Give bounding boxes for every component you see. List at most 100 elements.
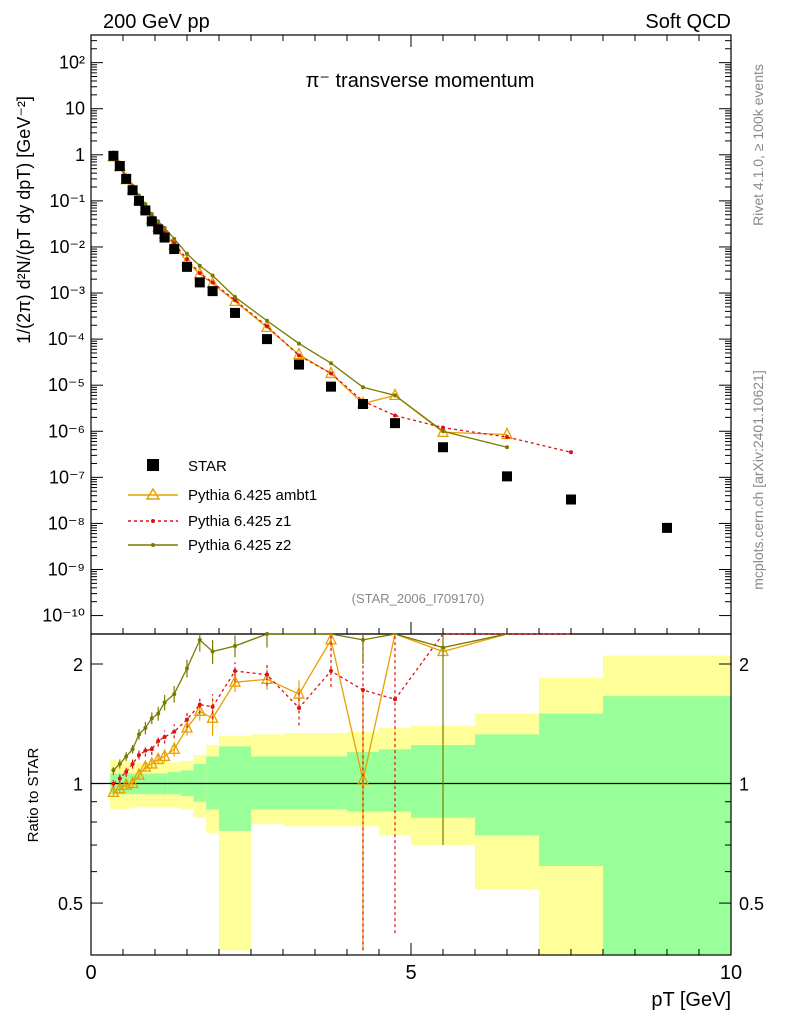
star-data-point (169, 244, 180, 255)
series-point-main (210, 280, 215, 285)
star-data-point (566, 494, 576, 505)
series-point-main (505, 435, 509, 440)
mcplots-source-label: mcplots.cern.ch [arXiv:2401.10621] (750, 370, 766, 589)
series-point-ratio (361, 637, 365, 642)
series-point-ratio (126, 776, 139, 789)
ratio-tick-label: 0.5 (58, 894, 83, 914)
series-z2-ratio (111, 632, 508, 846)
series-point-ratio (156, 738, 161, 743)
legend-marker-star (147, 459, 159, 471)
legend-label-z2: Pythia 6.425 z2 (188, 537, 291, 554)
series-layer (107, 149, 672, 951)
star-data-point (326, 381, 336, 392)
series-point-ratio (233, 644, 237, 649)
x-tick-label: 0 (85, 962, 96, 984)
star-data-point (140, 205, 151, 216)
series-point-ratio (132, 767, 146, 780)
ratio-y-axis-label: Ratio to STAR (25, 747, 42, 842)
series-point-ratio (162, 734, 167, 739)
star-data-point (438, 442, 448, 453)
series-point-ratio (180, 720, 194, 733)
y-tick-label: 10⁻⁷ (49, 467, 85, 487)
y-axis-label: 1/(2π) d²N/(pT dy dpT) [GeV⁻²] (14, 96, 34, 344)
series-line-main (112, 156, 508, 436)
star-data-point (153, 224, 164, 235)
series-point-main (297, 341, 301, 346)
series-line-main (112, 154, 508, 448)
rivet-version-label: Rivet 4.1.0, ≥ 100k events (750, 64, 766, 226)
series-point-ratio (185, 717, 189, 722)
series-z1-ratio (111, 633, 571, 951)
series-point-ratio (197, 702, 202, 707)
x-tick-label: 10 (720, 962, 742, 984)
star-data-point (108, 150, 119, 161)
series-point-main (265, 324, 269, 329)
star-data-point (662, 522, 672, 533)
series-line-ratio (112, 633, 571, 785)
series-point-ratio (193, 703, 206, 716)
series-point-ratio (158, 749, 171, 762)
star-data-point (502, 471, 512, 482)
ratio-tick-label-right: 0.5 (739, 894, 764, 914)
y-tick-label: 1 (75, 145, 85, 165)
series-point-ratio (393, 697, 397, 702)
series-point-ratio (265, 672, 269, 677)
star-data-point (134, 195, 144, 206)
y-tick-label: 10⁻⁹ (48, 559, 85, 579)
band-inner-bin (539, 713, 603, 866)
series-point-ratio (210, 704, 215, 709)
star-data-point (127, 185, 138, 196)
series-point-ratio (441, 645, 445, 650)
star-data-point (159, 232, 170, 243)
y-tick-label: 10⁻⁶ (48, 421, 85, 441)
star-data-point (390, 418, 400, 429)
y-tick-label: 10⁻¹⁰ (42, 606, 85, 626)
series-point-ratio (265, 632, 269, 636)
series-point-ratio (117, 776, 122, 781)
y-tick-label: 10 (65, 99, 85, 119)
ticks-layer: 0 5 10 10⁻¹⁰ 10⁻⁹ 10⁻⁸ 10⁻⁷ 10⁻⁶ 10⁻⁵ 10⁻⁴ 10⁻³ 10⁻… (42, 35, 764, 984)
series-point-main (324, 365, 338, 379)
star-data-point (114, 161, 125, 172)
series-point-main (156, 219, 161, 224)
star-data-point (207, 286, 218, 297)
series-point-ratio (297, 705, 301, 710)
series-point-ratio (329, 669, 333, 674)
series-point-main (185, 257, 189, 262)
series-point-ratio (233, 669, 237, 674)
analysis-tag: (STAR_2006_I709170) (352, 591, 485, 606)
series-point-ratio (130, 761, 135, 766)
series-point-main (297, 353, 301, 358)
legend-label-z1: Pythia 6.425 z1 (188, 513, 291, 530)
series-point-ratio (143, 725, 148, 730)
band-inner-bin (475, 734, 539, 836)
star-data-point (146, 216, 157, 227)
series-point-main (172, 236, 177, 241)
star-data-point (121, 173, 132, 184)
series-point-ratio (210, 649, 215, 654)
ratio-tick-label-right: 2 (739, 655, 749, 675)
series-point-ratio (137, 752, 141, 757)
series-point-ratio (356, 772, 370, 785)
series-point-ratio (172, 729, 177, 734)
series-point-ratio (149, 747, 154, 752)
y-tick-label: 10² (59, 53, 85, 73)
series-point-main (329, 361, 333, 366)
series-point-main (329, 371, 333, 376)
series-point-ratio (124, 754, 129, 759)
star-data (108, 150, 672, 533)
legend-marker-z1 (151, 519, 155, 523)
star-data-point (194, 277, 205, 288)
band-inner-bin (603, 696, 731, 955)
series-point-ratio (162, 700, 167, 705)
chart-title: π⁻ transverse momentum (306, 70, 535, 92)
series-ambt1-main (107, 149, 514, 440)
series-point-main (143, 202, 148, 207)
series-point-ratio (172, 692, 177, 697)
series-point-main (393, 413, 397, 418)
ratio-tick-label: 1 (73, 775, 83, 795)
main-plot-border (90, 34, 732, 635)
series-point-ratio (361, 688, 365, 693)
series-point-main (393, 393, 397, 398)
y-tick-label: 10⁻⁴ (48, 329, 85, 349)
